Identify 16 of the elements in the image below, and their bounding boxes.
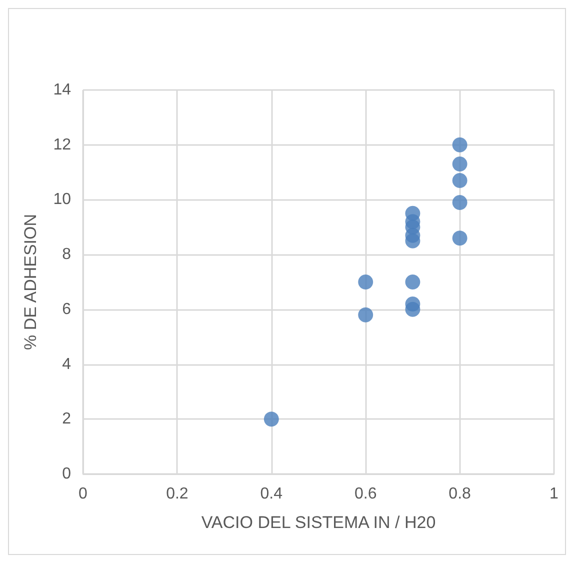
x-tick-label: 0.2 [166,486,188,502]
x-tick-label: 0.4 [260,486,283,502]
y-tick-label: 10 [53,191,72,208]
x-tick-label: 1 [550,486,559,502]
x-tick-label: 0.6 [354,486,377,502]
y-tick-label: 0 [62,466,72,482]
x-tick-label: 0 [78,486,88,502]
y-tick-label: 8 [62,246,72,264]
x-tick-label: 0.8 [448,486,472,502]
y-tick-label: 2 [62,410,72,428]
x-axis-title: VACIO DEL SISTEMA IN / H20 [201,513,436,532]
y-tick-label: 14 [53,82,72,98]
y-tick-label: 4 [62,356,72,373]
y-axis-title: % DE ADHESION [21,214,40,350]
y-tick-label: 12 [53,136,72,154]
y-tick-label: 6 [62,300,72,318]
